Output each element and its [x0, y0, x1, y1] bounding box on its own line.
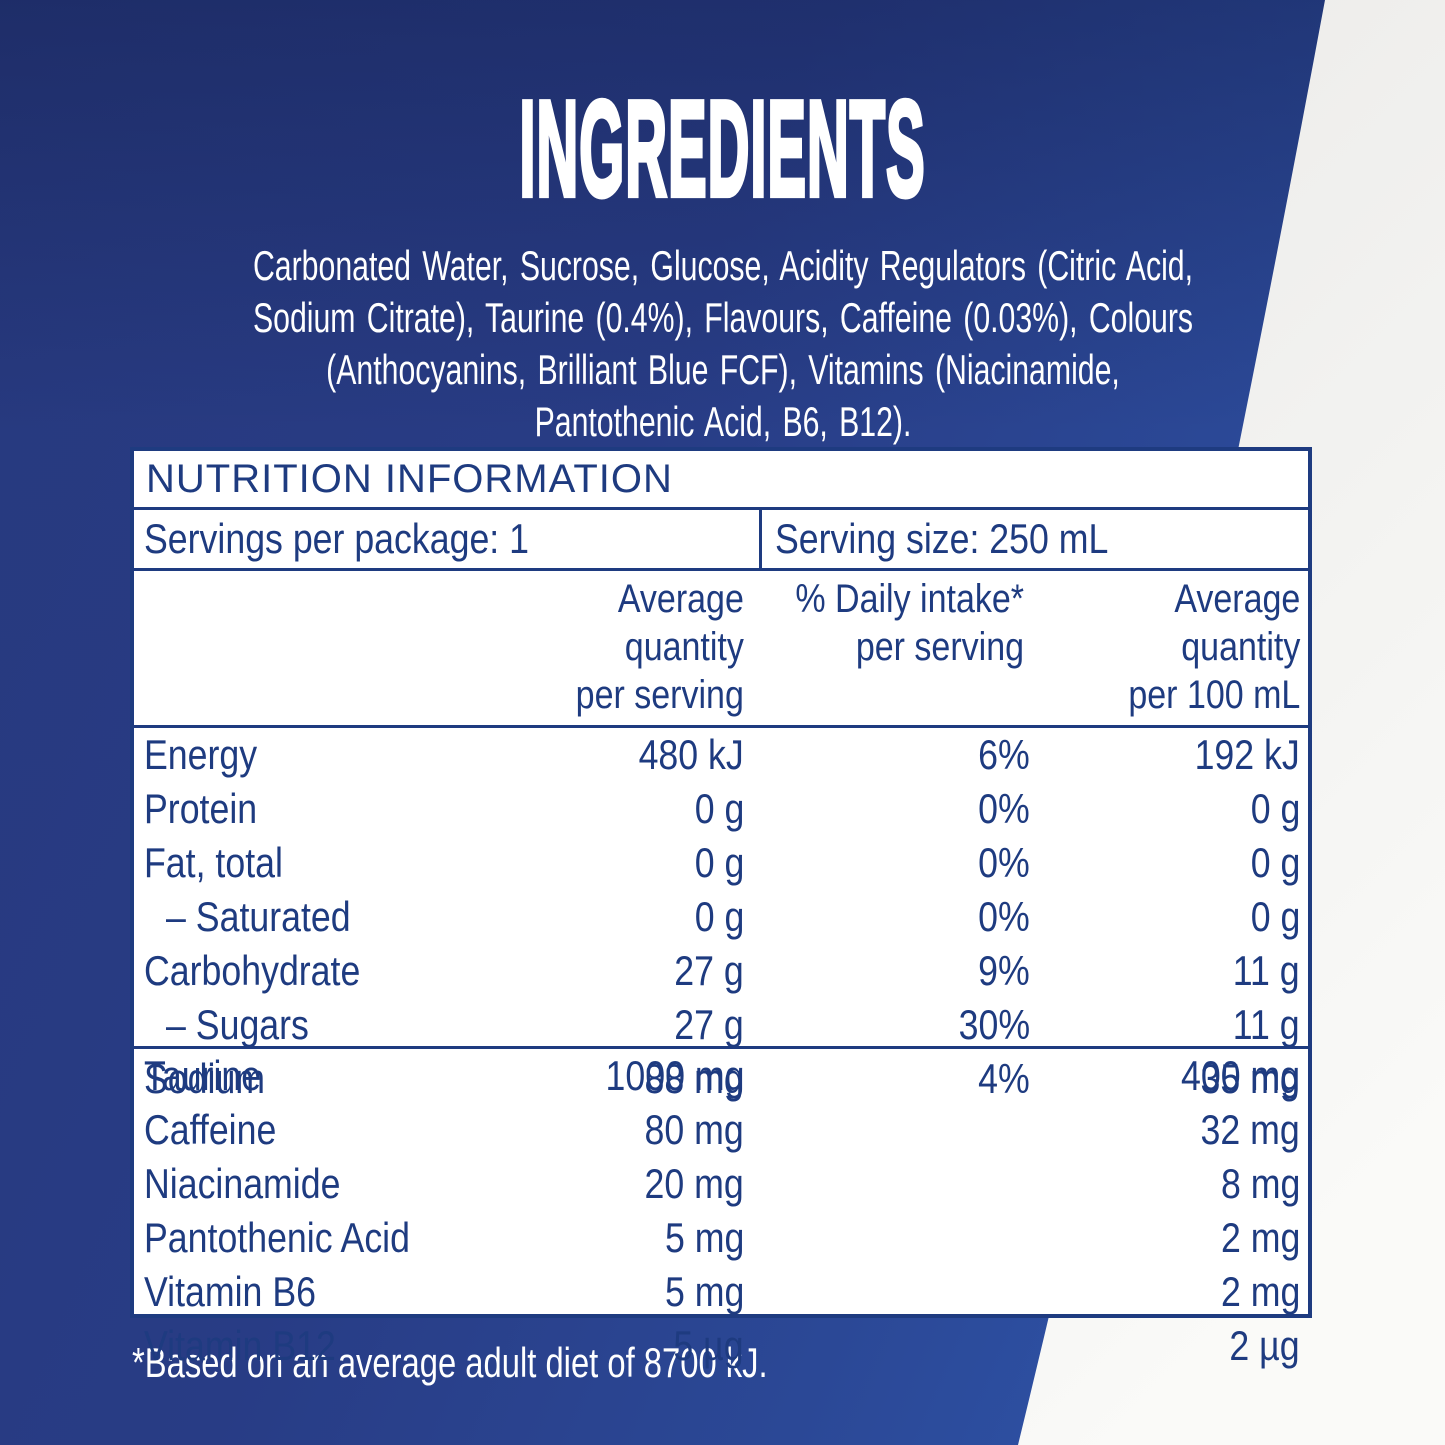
- nutrient-label: Protein: [144, 785, 258, 832]
- value-per-100ml: 2 mg: [1220, 1214, 1300, 1261]
- serving-size-cell: Serving size: 250 mL: [762, 510, 1308, 568]
- nutrition-table-title-row: NUTRITION INFORMATION: [134, 451, 1308, 510]
- value-per-serving: 88 mg: [644, 1055, 744, 1102]
- col-header-daily-intake: % Daily intake* per serving: [795, 577, 1024, 669]
- table-row-pantothenic-acid: Pantothenic Acid 5 mg 2 mg: [134, 1216, 1308, 1270]
- col-header-per-serving: Average quantity per serving: [575, 577, 744, 717]
- nutrition-table-title: NUTRITION INFORMATION: [146, 456, 673, 501]
- nutrient-label: Vitamin B12: [144, 1322, 336, 1369]
- value-per-serving: 5 mg: [664, 1268, 744, 1315]
- nutrients-section: Energy 480 kJ 6% 192 kJ Protein 0 g 0% 0…: [134, 728, 1308, 1101]
- table-row-vitamin-b12: Vitamin B12 5 µg 2 µg: [134, 1324, 1308, 1378]
- supplements-section: Taurine 1000 mg 400 mg Caffeine 80 mg 32…: [134, 1046, 1308, 1378]
- value-per-100ml: 192 kJ: [1194, 731, 1300, 778]
- value-daily-intake: 0%: [978, 893, 1030, 940]
- value-per-100ml: 2 µg: [1229, 1322, 1300, 1369]
- value-per-100ml: 400 mg: [1180, 1052, 1300, 1099]
- table-row-protein: Protein 0 g 0% 0 g: [134, 787, 1308, 841]
- nutrient-label: Pantothenic Acid: [144, 1214, 410, 1261]
- value-per-serving: 0 g: [694, 893, 744, 940]
- table-row-caffeine: Caffeine 80 mg 32 mg: [134, 1108, 1308, 1162]
- servings-per-package: Servings per package: 1: [144, 515, 529, 562]
- value-per-serving: 5 mg: [664, 1214, 744, 1261]
- value-per-100ml: 35 mg: [1200, 1055, 1300, 1102]
- value-per-100ml: 8 mg: [1220, 1160, 1300, 1207]
- table-row-fat-total: Fat, total 0 g 0% 0 g: [134, 841, 1308, 895]
- table-row-energy: Energy 480 kJ 6% 192 kJ: [134, 733, 1308, 787]
- nutrient-label: – Sugars: [166, 1001, 309, 1048]
- nutrient-label: Energy: [144, 731, 258, 778]
- value-per-serving: 27 g: [674, 947, 744, 994]
- value-daily-intake: 0%: [978, 785, 1030, 832]
- table-row-saturated: – Saturated 0 g 0% 0 g: [134, 895, 1308, 949]
- value-daily-intake: 4%: [978, 1055, 1030, 1102]
- servings-per-package-cell: Servings per package: 1: [134, 510, 762, 568]
- value-daily-intake: 6%: [978, 731, 1030, 778]
- ingredients-list: Carbonated Water, Sucrose, Glucose, Acid…: [252, 242, 1193, 445]
- table-row-niacinamide: Niacinamide 20 mg 8 mg: [134, 1162, 1308, 1216]
- value-per-serving: 5 µg: [673, 1322, 744, 1369]
- nutrient-label: Fat, total: [144, 839, 283, 886]
- nutrient-label: Taurine: [144, 1052, 262, 1099]
- value-per-serving: 1000 mg: [605, 1052, 744, 1099]
- column-headers-row: Average quantity per serving % Daily int…: [134, 571, 1308, 728]
- nutrient-label: Sodium: [144, 1055, 266, 1102]
- table-row-vitamin-b6: Vitamin B6 5 mg 2 mg: [134, 1270, 1308, 1324]
- ingredients-title: INGREDIENTS: [518, 72, 926, 225]
- nutrition-table: NUTRITION INFORMATION Servings per packa…: [130, 447, 1312, 1368]
- col-header-per-100ml: Average quantity per 100 mL: [1128, 577, 1300, 717]
- value-per-100ml: 32 mg: [1200, 1106, 1300, 1153]
- value-per-serving: 0 g: [694, 839, 744, 886]
- value-daily-intake: 30%: [958, 1001, 1030, 1048]
- table-row-taurine: Taurine 1000 mg 400 mg: [134, 1054, 1308, 1108]
- value-per-100ml: 11 g: [1233, 1001, 1300, 1048]
- value-per-serving: 0 g: [694, 785, 744, 832]
- table-row-sugars: – Sugars 27 g 30% 11 g: [134, 1003, 1308, 1057]
- value-per-100ml: 0 g: [1250, 893, 1300, 940]
- value-per-100ml: 0 g: [1250, 839, 1300, 886]
- value-per-100ml: 11 g: [1233, 947, 1300, 994]
- value-per-serving: 20 mg: [644, 1160, 744, 1207]
- table-row-carbohydrate: Carbohydrate 27 g 9% 11 g: [134, 949, 1308, 1003]
- nutrient-label: – Saturated: [166, 893, 351, 940]
- value-per-100ml: 2 mg: [1220, 1268, 1300, 1315]
- value-per-serving: 80 mg: [644, 1106, 744, 1153]
- daily-intake-footnote: *Based on an average adult diet of 8700 …: [132, 1339, 768, 1386]
- nutrient-label: Niacinamide: [144, 1160, 341, 1207]
- value-per-serving: 27 g: [674, 1001, 744, 1048]
- table-row-sodium: Sodium 88 mg 4% 35 mg: [134, 1057, 1308, 1111]
- nutrient-label: Caffeine: [144, 1106, 277, 1153]
- nutrient-label: Vitamin B6: [144, 1268, 316, 1315]
- value-per-100ml: 0 g: [1250, 785, 1300, 832]
- nutrient-label: Carbohydrate: [144, 947, 361, 994]
- servings-row: Servings per package: 1 Serving size: 25…: [134, 510, 1308, 571]
- value-daily-intake: 0%: [978, 839, 1030, 886]
- value-daily-intake: 9%: [978, 947, 1030, 994]
- serving-size: Serving size: 250 mL: [775, 515, 1109, 562]
- value-per-serving: 480 kJ: [638, 731, 744, 778]
